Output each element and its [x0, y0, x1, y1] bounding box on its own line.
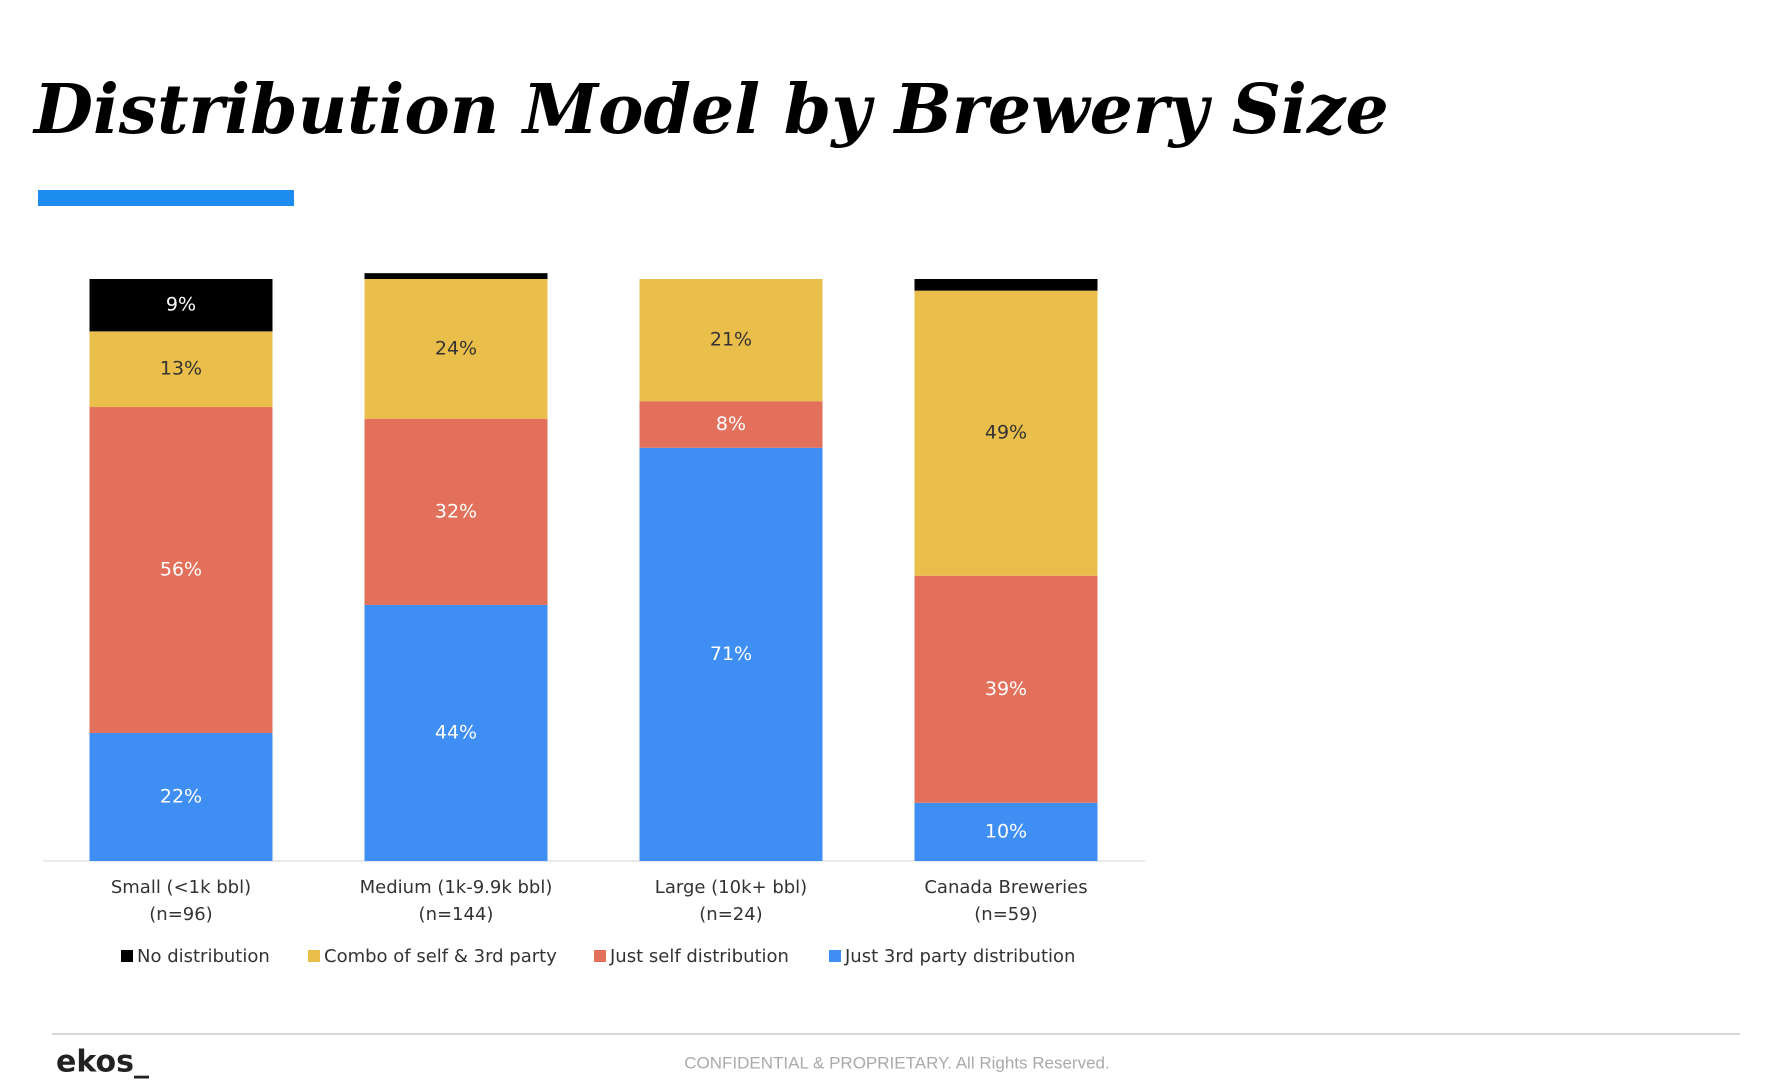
data-label: 44% — [435, 721, 477, 743]
bar-segment — [914, 290, 1098, 576]
chart-title: Distribution Model by Brewery Size — [32, 70, 1389, 150]
bar-segment — [914, 575, 1098, 803]
bar-segment — [639, 447, 823, 861]
bar-segment — [364, 273, 548, 279]
legend-label: No distribution — [137, 946, 270, 967]
data-label: 13% — [160, 358, 202, 380]
footer-notice: CONFIDENTIAL & PROPRIETARY. All Rights R… — [684, 1053, 1109, 1072]
x-tick-label: Medium (1k-9.9k bbl) — [360, 877, 553, 898]
data-label: 49% — [985, 422, 1027, 444]
legend-label: Combo of self & 3rd party — [324, 946, 557, 967]
legend-swatch — [121, 950, 133, 962]
x-tick-label: (n=96) — [149, 904, 212, 925]
bar-segment — [364, 279, 548, 419]
data-label: 39% — [985, 678, 1027, 700]
x-tick-label: Large (10k+ bbl) — [655, 877, 807, 898]
bar-segment — [89, 407, 273, 733]
data-label: 10% — [985, 820, 1027, 842]
logo: ekos_ — [56, 1045, 149, 1080]
bar-segment — [639, 401, 823, 448]
bar-segment — [89, 331, 273, 408]
title-underline — [38, 190, 294, 206]
legend-swatch — [829, 950, 841, 962]
x-tick-label: (n=59) — [974, 904, 1037, 925]
data-label: 9% — [166, 294, 196, 316]
bar-segment — [914, 802, 1098, 861]
data-label: 56% — [160, 559, 202, 581]
data-label: 71% — [710, 643, 752, 665]
data-label: 21% — [710, 329, 752, 351]
x-tick-label: (n=144) — [419, 904, 494, 925]
bar-segment — [89, 732, 273, 861]
legend-swatch — [308, 950, 320, 962]
data-label: 22% — [160, 785, 202, 807]
legend-label: Just 3rd party distribution — [844, 946, 1075, 967]
bar-segment — [364, 604, 548, 861]
data-label: 8% — [716, 413, 746, 435]
bar-segment — [639, 279, 823, 402]
x-tick-label: Small (<1k bbl) — [111, 877, 251, 898]
bar-segment — [89, 279, 273, 332]
bar-segment — [914, 279, 1098, 291]
x-tick-label: (n=24) — [699, 904, 762, 925]
legend-label: Just self distribution — [609, 946, 789, 967]
x-tick-label: Canada Breweries — [924, 877, 1087, 898]
data-label: 32% — [435, 500, 477, 522]
data-label: 24% — [435, 337, 477, 359]
legend-swatch — [594, 950, 606, 962]
bar-segment — [364, 418, 548, 605]
